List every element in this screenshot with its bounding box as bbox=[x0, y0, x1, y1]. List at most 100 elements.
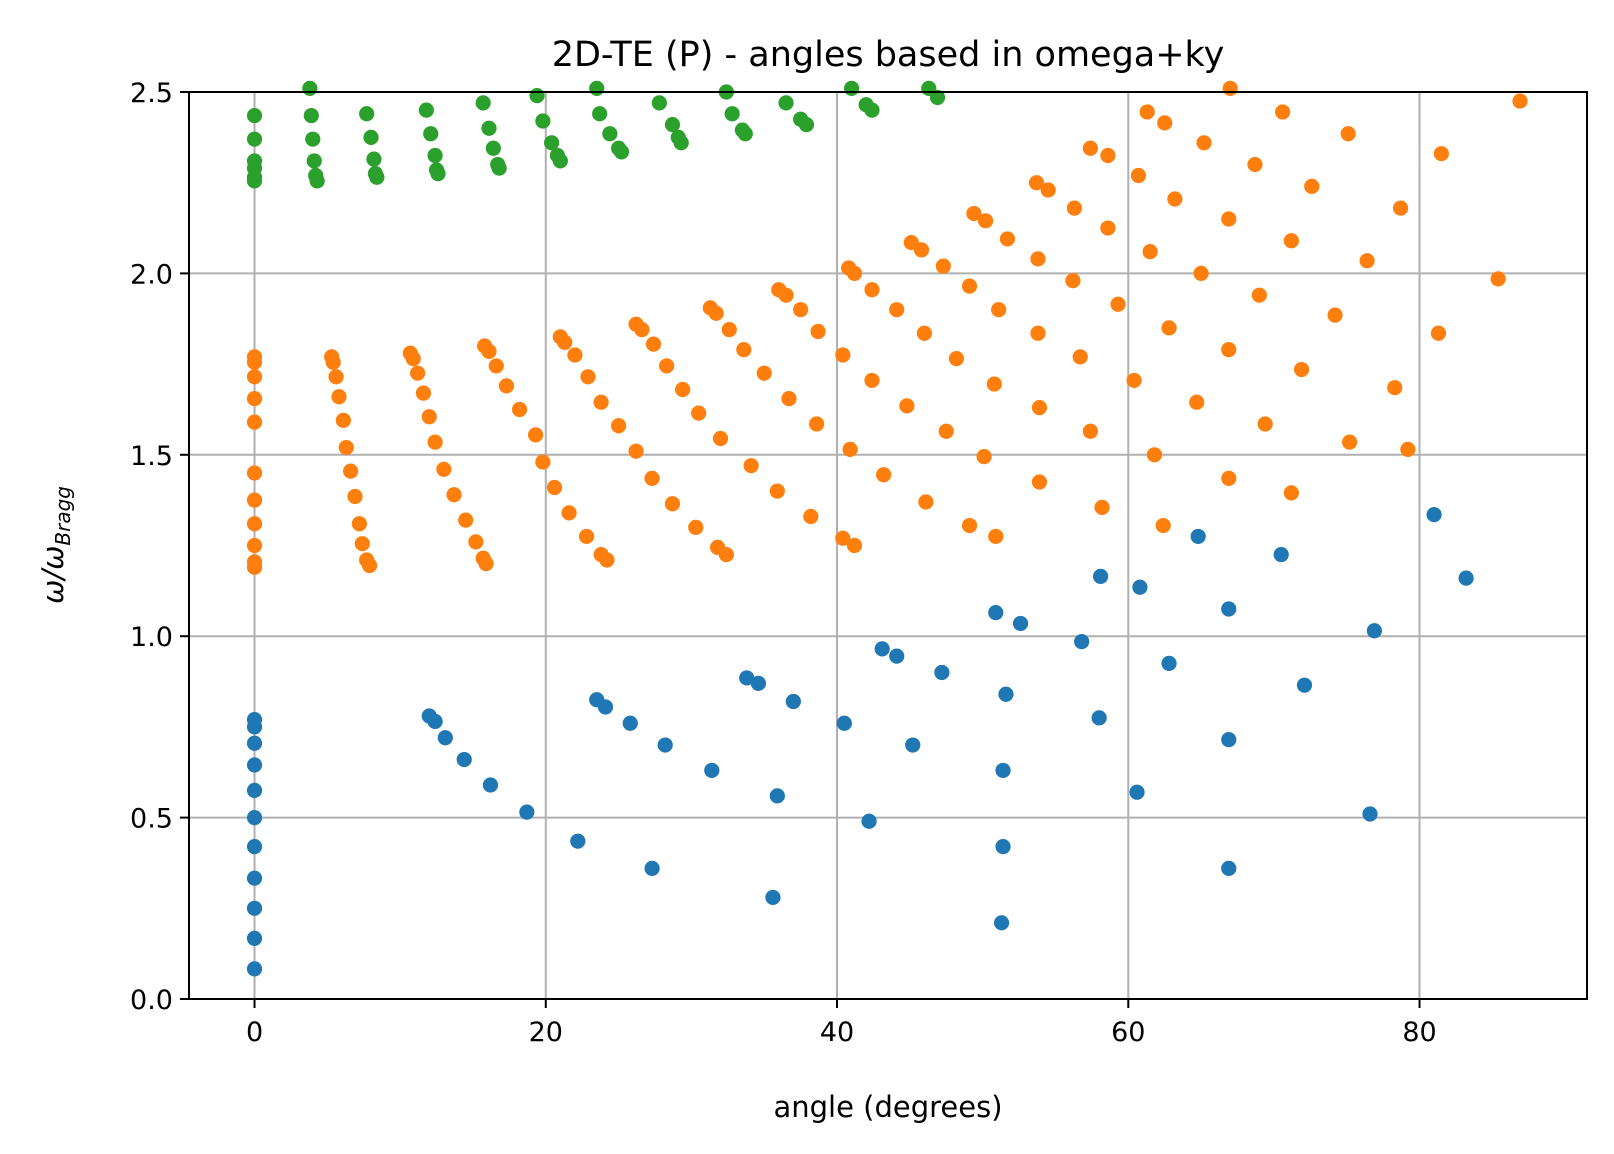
data-point bbox=[664, 496, 681, 512]
data-point bbox=[1221, 860, 1237, 876]
data-point bbox=[988, 605, 1004, 621]
data-point bbox=[785, 693, 801, 710]
data-point bbox=[756, 365, 772, 381]
data-point bbox=[1031, 400, 1048, 416]
data-point bbox=[769, 788, 785, 804]
data-point bbox=[999, 231, 1016, 247]
x-tick-label: 60 bbox=[1111, 1017, 1145, 1048]
data-point bbox=[1196, 135, 1212, 151]
chart-title: 2D-TE (P) - angles based in omega+ky bbox=[552, 35, 1225, 75]
data-point bbox=[343, 463, 359, 479]
data-point bbox=[1304, 178, 1320, 194]
data-point bbox=[622, 715, 638, 731]
data-point bbox=[1190, 528, 1206, 545]
data-point bbox=[1189, 394, 1205, 410]
data-point bbox=[423, 126, 439, 142]
data-point bbox=[578, 528, 595, 545]
y-tick-label: 1.5 bbox=[130, 441, 173, 472]
data-point bbox=[1110, 296, 1126, 312]
data-point bbox=[302, 80, 318, 96]
data-point bbox=[899, 398, 915, 414]
x-tick-label: 40 bbox=[820, 1017, 854, 1048]
series-2 bbox=[246, 80, 1528, 575]
data-point bbox=[1273, 546, 1289, 563]
data-point bbox=[1157, 115, 1173, 131]
data-point bbox=[369, 169, 385, 185]
data-point bbox=[938, 423, 954, 439]
data-point bbox=[659, 358, 675, 374]
data-point bbox=[929, 89, 946, 106]
data-point bbox=[991, 302, 1007, 318]
y-axis-label-subscript: Bragg bbox=[51, 486, 75, 546]
data-point bbox=[602, 126, 618, 142]
data-point bbox=[913, 242, 930, 258]
data-point bbox=[475, 95, 491, 111]
data-point bbox=[1082, 423, 1099, 439]
data-point bbox=[1247, 156, 1263, 173]
data-point bbox=[1283, 485, 1299, 501]
data-point bbox=[739, 670, 755, 686]
data-point bbox=[864, 102, 880, 118]
data-point bbox=[246, 131, 263, 147]
data-point bbox=[427, 434, 443, 450]
y-tick-label: 2.5 bbox=[130, 78, 173, 109]
data-point bbox=[809, 416, 825, 432]
x-axis-ticks: 0 20 40 60 80 bbox=[246, 999, 1437, 1048]
data-points bbox=[246, 80, 1528, 977]
data-point bbox=[1387, 380, 1403, 396]
data-point bbox=[246, 961, 263, 977]
data-point bbox=[482, 777, 499, 793]
data-point bbox=[977, 213, 994, 229]
data-point bbox=[743, 458, 759, 474]
data-point bbox=[688, 519, 704, 535]
data-point bbox=[1040, 182, 1056, 198]
data-point bbox=[589, 80, 605, 96]
data-point bbox=[331, 389, 347, 405]
data-point bbox=[246, 782, 263, 798]
data-point bbox=[246, 537, 263, 554]
data-point bbox=[427, 713, 443, 730]
data-point bbox=[599, 552, 615, 568]
data-point bbox=[1167, 191, 1183, 207]
data-point bbox=[1126, 372, 1142, 389]
data-point bbox=[1094, 499, 1110, 516]
data-point bbox=[246, 349, 263, 365]
data-point bbox=[798, 117, 815, 133]
data-point bbox=[557, 334, 573, 350]
data-point bbox=[527, 427, 544, 443]
data-point bbox=[961, 278, 978, 294]
data-point bbox=[410, 365, 426, 381]
data-point bbox=[338, 439, 354, 456]
data-point bbox=[712, 430, 729, 447]
data-point bbox=[529, 88, 545, 104]
data-point bbox=[1161, 320, 1177, 336]
data-point bbox=[1030, 325, 1046, 341]
data-point bbox=[347, 488, 363, 505]
data-point bbox=[1283, 233, 1299, 249]
data-point bbox=[1155, 517, 1171, 534]
data-point bbox=[645, 336, 662, 352]
data-point bbox=[1362, 806, 1378, 822]
data-point bbox=[546, 479, 563, 496]
data-point bbox=[519, 804, 535, 820]
data-point bbox=[935, 258, 951, 274]
data-point bbox=[708, 305, 724, 321]
data-point bbox=[778, 95, 794, 111]
data-point bbox=[1130, 167, 1147, 184]
data-point bbox=[1139, 104, 1155, 120]
data-point bbox=[961, 517, 978, 534]
data-point bbox=[1065, 273, 1081, 289]
data-point bbox=[889, 302, 905, 318]
data-point bbox=[998, 686, 1014, 702]
data-point bbox=[976, 449, 992, 465]
data-point bbox=[986, 376, 1002, 392]
data-point bbox=[535, 113, 551, 129]
data-point bbox=[552, 153, 568, 169]
data-point bbox=[491, 160, 507, 176]
data-point bbox=[1082, 140, 1099, 156]
data-point bbox=[567, 347, 583, 363]
data-point bbox=[916, 325, 933, 341]
data-point bbox=[436, 461, 452, 477]
data-point bbox=[966, 205, 982, 222]
data-point bbox=[1340, 126, 1356, 142]
